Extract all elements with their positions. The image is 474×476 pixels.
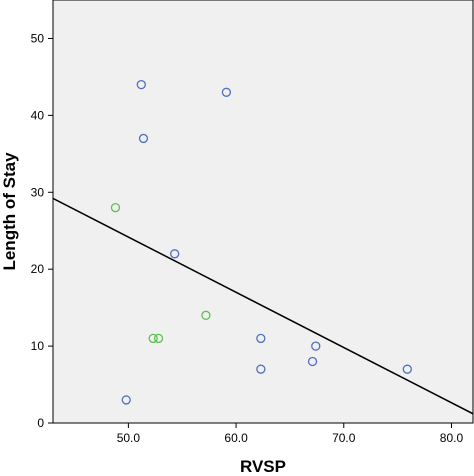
x-tick-label: 70.0: [332, 431, 356, 445]
data-point-series-1: [170, 249, 180, 259]
data-point-series-1: [138, 133, 149, 144]
y-axis-title: Length of Stay: [0, 152, 19, 271]
data-point-series-2: [110, 203, 121, 213]
x-tick-label: 80.0: [440, 431, 464, 445]
data-point-series-1: [136, 79, 146, 90]
x-tick-label: 50.0: [117, 431, 141, 445]
data-point-series-2: [201, 310, 211, 320]
y-tick-label: 50: [31, 31, 45, 45]
y-tick-label: 0: [37, 416, 44, 430]
y-tick-label: 40: [31, 108, 45, 122]
data-point-series-1: [121, 395, 131, 405]
data-point-series-1: [402, 364, 412, 374]
data-point-series-1: [256, 333, 266, 344]
fit-line: [53, 197, 473, 415]
x-tick-label: 60.0: [224, 431, 248, 445]
plot-area: [52, 0, 474, 424]
y-tick-label: 20: [31, 262, 45, 276]
data-point-series-1: [311, 341, 321, 351]
y-tick-label: 10: [31, 339, 45, 353]
data-point-series-1: [256, 364, 266, 374]
data-point-series-2: [148, 333, 158, 344]
data-point-series-1: [307, 356, 318, 367]
data-point-series-1: [221, 87, 232, 97]
y-tick-label: 30: [31, 185, 45, 199]
data-point-series-2: [153, 333, 164, 344]
x-axis-title: RVSP: [240, 457, 286, 476]
